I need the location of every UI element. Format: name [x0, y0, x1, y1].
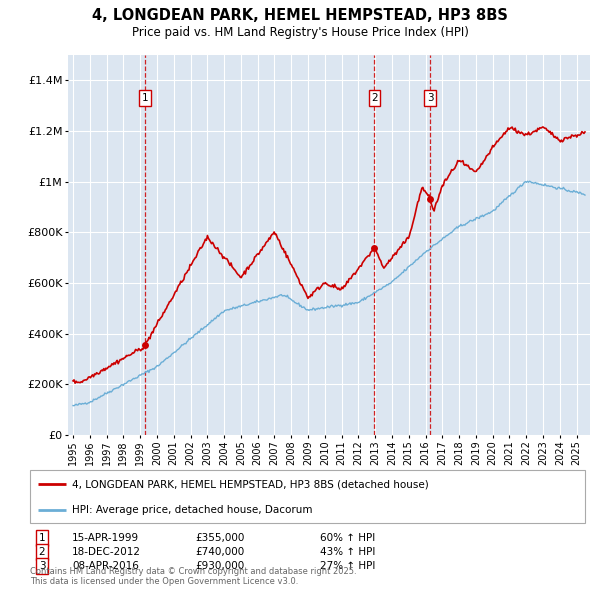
Text: 3: 3 — [427, 93, 433, 103]
Text: 27% ↑ HPI: 27% ↑ HPI — [320, 561, 376, 571]
Text: £740,000: £740,000 — [195, 547, 244, 557]
Text: £355,000: £355,000 — [195, 533, 244, 543]
Text: £930,000: £930,000 — [195, 561, 244, 571]
Text: 60% ↑ HPI: 60% ↑ HPI — [320, 533, 375, 543]
Text: 4, LONGDEAN PARK, HEMEL HEMPSTEAD, HP3 8BS (detached house): 4, LONGDEAN PARK, HEMEL HEMPSTEAD, HP3 8… — [71, 479, 428, 489]
Text: 4, LONGDEAN PARK, HEMEL HEMPSTEAD, HP3 8BS: 4, LONGDEAN PARK, HEMEL HEMPSTEAD, HP3 8… — [92, 8, 508, 23]
Text: 08-APR-2016: 08-APR-2016 — [72, 561, 139, 571]
Text: 3: 3 — [38, 561, 46, 571]
FancyBboxPatch shape — [30, 470, 585, 523]
Text: HPI: Average price, detached house, Dacorum: HPI: Average price, detached house, Daco… — [71, 505, 312, 514]
Text: 2: 2 — [38, 547, 46, 557]
Text: 2: 2 — [371, 93, 378, 103]
Text: 43% ↑ HPI: 43% ↑ HPI — [320, 547, 376, 557]
Text: 15-APR-1999: 15-APR-1999 — [72, 533, 139, 543]
Text: 1: 1 — [142, 93, 148, 103]
Text: Price paid vs. HM Land Registry's House Price Index (HPI): Price paid vs. HM Land Registry's House … — [131, 26, 469, 39]
Text: 1: 1 — [38, 533, 46, 543]
Text: 18-DEC-2012: 18-DEC-2012 — [72, 547, 141, 557]
Text: Contains HM Land Registry data © Crown copyright and database right 2025.
This d: Contains HM Land Registry data © Crown c… — [30, 566, 356, 586]
